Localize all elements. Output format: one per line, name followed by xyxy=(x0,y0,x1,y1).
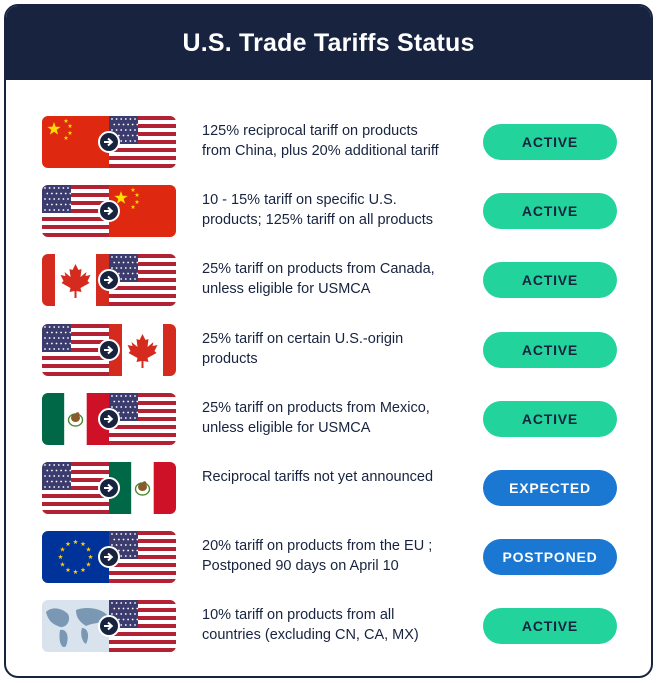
description-line-2: unless eligible for USMCA xyxy=(202,281,371,297)
status-badge: ACTIVE xyxy=(483,608,617,644)
tariff-description: 25% tariff on products from Canada, unle… xyxy=(202,259,464,299)
tariff-row: 20% tariff on products from the EU ; Pos… xyxy=(6,531,651,583)
flag-graphic xyxy=(42,185,176,237)
arrow-right-icon xyxy=(98,615,120,637)
flag-pair-usa-to-canada xyxy=(42,324,176,376)
description-line-2: products; 125% tariff on all products xyxy=(202,212,434,228)
flag-pair-usa-to-china xyxy=(42,185,176,237)
flag-pair-eu-to-usa xyxy=(42,531,176,583)
status-badge: POSTPONED xyxy=(483,539,617,575)
flag-graphic xyxy=(42,254,176,306)
status-badge: EXPECTED xyxy=(483,470,617,506)
description-line-2: from China, plus 20% additional tariff xyxy=(202,143,439,159)
description-line-1: 10 - 15% tariff on specific U.S. xyxy=(202,192,397,208)
tariff-description: 20% tariff on products from the EU ; Pos… xyxy=(202,536,464,576)
tariff-description: 25% tariff on certain U.S.-origin produc… xyxy=(202,329,464,369)
tariff-description: Reciprocal tariffs not yet announced xyxy=(202,467,464,487)
arrow-right-icon xyxy=(98,339,120,361)
description-line-1: 10% tariff on products from all xyxy=(202,607,395,623)
arrow-right-icon xyxy=(98,131,120,153)
flag-pair-canada-to-usa xyxy=(42,254,176,306)
flag-graphic xyxy=(42,462,176,514)
description-line-1: 25% tariff on products from Mexico, xyxy=(202,400,430,416)
arrow-right-icon xyxy=(98,408,120,430)
flag-pair-usa-to-mexico xyxy=(42,462,176,514)
tariff-row: Reciprocal tariffs not yet announced EXP… xyxy=(6,462,651,514)
tariff-row: 25% tariff on products from Mexico, unle… xyxy=(6,393,651,445)
status-badge: ACTIVE xyxy=(483,332,617,368)
description-line-1: 25% tariff on products from Canada, xyxy=(202,261,435,277)
tariff-description: 10% tariff on products from all countrie… xyxy=(202,605,464,645)
flag-graphic xyxy=(42,116,176,168)
status-badge: ACTIVE xyxy=(483,262,617,298)
description-line-2: countries (excluding CN, CA, MX) xyxy=(202,627,419,643)
status-badge: ACTIVE xyxy=(483,124,617,160)
flag-pair-mexico-to-usa xyxy=(42,393,176,445)
flag-graphic xyxy=(42,600,176,652)
description-line-1: 20% tariff on products from the EU ; xyxy=(202,538,433,554)
tariff-description: 10 - 15% tariff on specific U.S. product… xyxy=(202,190,464,230)
flag-pair-china-to-usa xyxy=(42,116,176,168)
status-badge: ACTIVE xyxy=(483,401,617,437)
tariff-row: 125% reciprocal tariff on products from … xyxy=(6,116,651,168)
tariff-status-card: U.S. Trade Tariffs Status 125% reciproca… xyxy=(4,4,653,678)
status-badge: ACTIVE xyxy=(483,193,617,229)
flag-pair-world-to-usa xyxy=(42,600,176,652)
description-line-1: 125% reciprocal tariff on products xyxy=(202,123,418,139)
description-line-2: Postponed 90 days on April 10 xyxy=(202,558,399,574)
tariff-row: 25% tariff on certain U.S.-origin produc… xyxy=(6,324,651,376)
tariff-row: 10 - 15% tariff on specific U.S. product… xyxy=(6,185,651,237)
description-line-1: Reciprocal tariffs not yet announced xyxy=(202,469,434,485)
description-line-2: unless eligible for USMCA xyxy=(202,420,371,436)
arrow-right-icon xyxy=(98,269,120,291)
page-title: U.S. Trade Tariffs Status xyxy=(182,28,475,57)
tariff-row: 10% tariff on products from all countrie… xyxy=(6,600,651,652)
flag-graphic xyxy=(42,531,176,583)
tariff-description: 25% tariff on products from Mexico, unle… xyxy=(202,398,464,438)
arrow-right-icon xyxy=(98,546,120,568)
tariff-row: 25% tariff on products from Canada, unle… xyxy=(6,254,651,306)
arrow-right-icon xyxy=(98,200,120,222)
arrow-right-icon xyxy=(98,477,120,499)
tariff-description: 125% reciprocal tariff on products from … xyxy=(202,121,464,161)
flag-graphic xyxy=(42,393,176,445)
header-bar: U.S. Trade Tariffs Status xyxy=(6,6,651,80)
description-line-2: products xyxy=(202,351,258,367)
description-line-1: 25% tariff on certain U.S.-origin xyxy=(202,331,404,347)
